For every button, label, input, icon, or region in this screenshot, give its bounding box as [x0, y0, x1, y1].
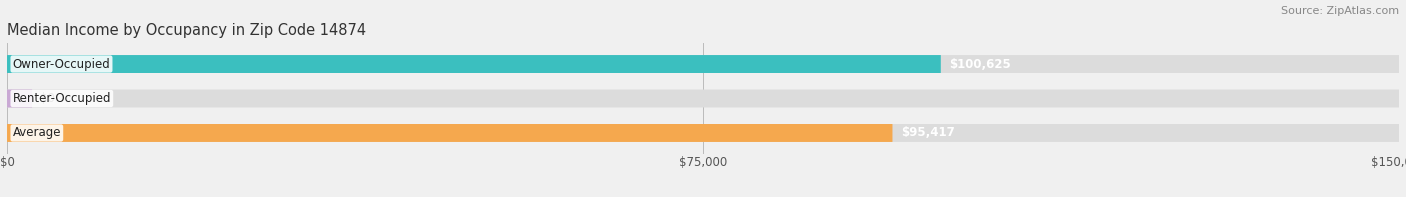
Text: Source: ZipAtlas.com: Source: ZipAtlas.com [1281, 6, 1399, 16]
FancyBboxPatch shape [7, 124, 893, 142]
Text: Average: Average [13, 126, 60, 139]
FancyBboxPatch shape [7, 55, 941, 73]
FancyBboxPatch shape [7, 90, 32, 108]
FancyBboxPatch shape [7, 55, 1399, 73]
Text: Renter-Occupied: Renter-Occupied [13, 92, 111, 105]
FancyBboxPatch shape [7, 124, 1399, 142]
Text: $95,417: $95,417 [901, 126, 955, 139]
Text: $100,625: $100,625 [949, 58, 1011, 71]
Text: Median Income by Occupancy in Zip Code 14874: Median Income by Occupancy in Zip Code 1… [7, 23, 366, 38]
Text: Owner-Occupied: Owner-Occupied [13, 58, 110, 71]
FancyBboxPatch shape [7, 90, 1399, 108]
Text: $0: $0 [41, 92, 55, 105]
